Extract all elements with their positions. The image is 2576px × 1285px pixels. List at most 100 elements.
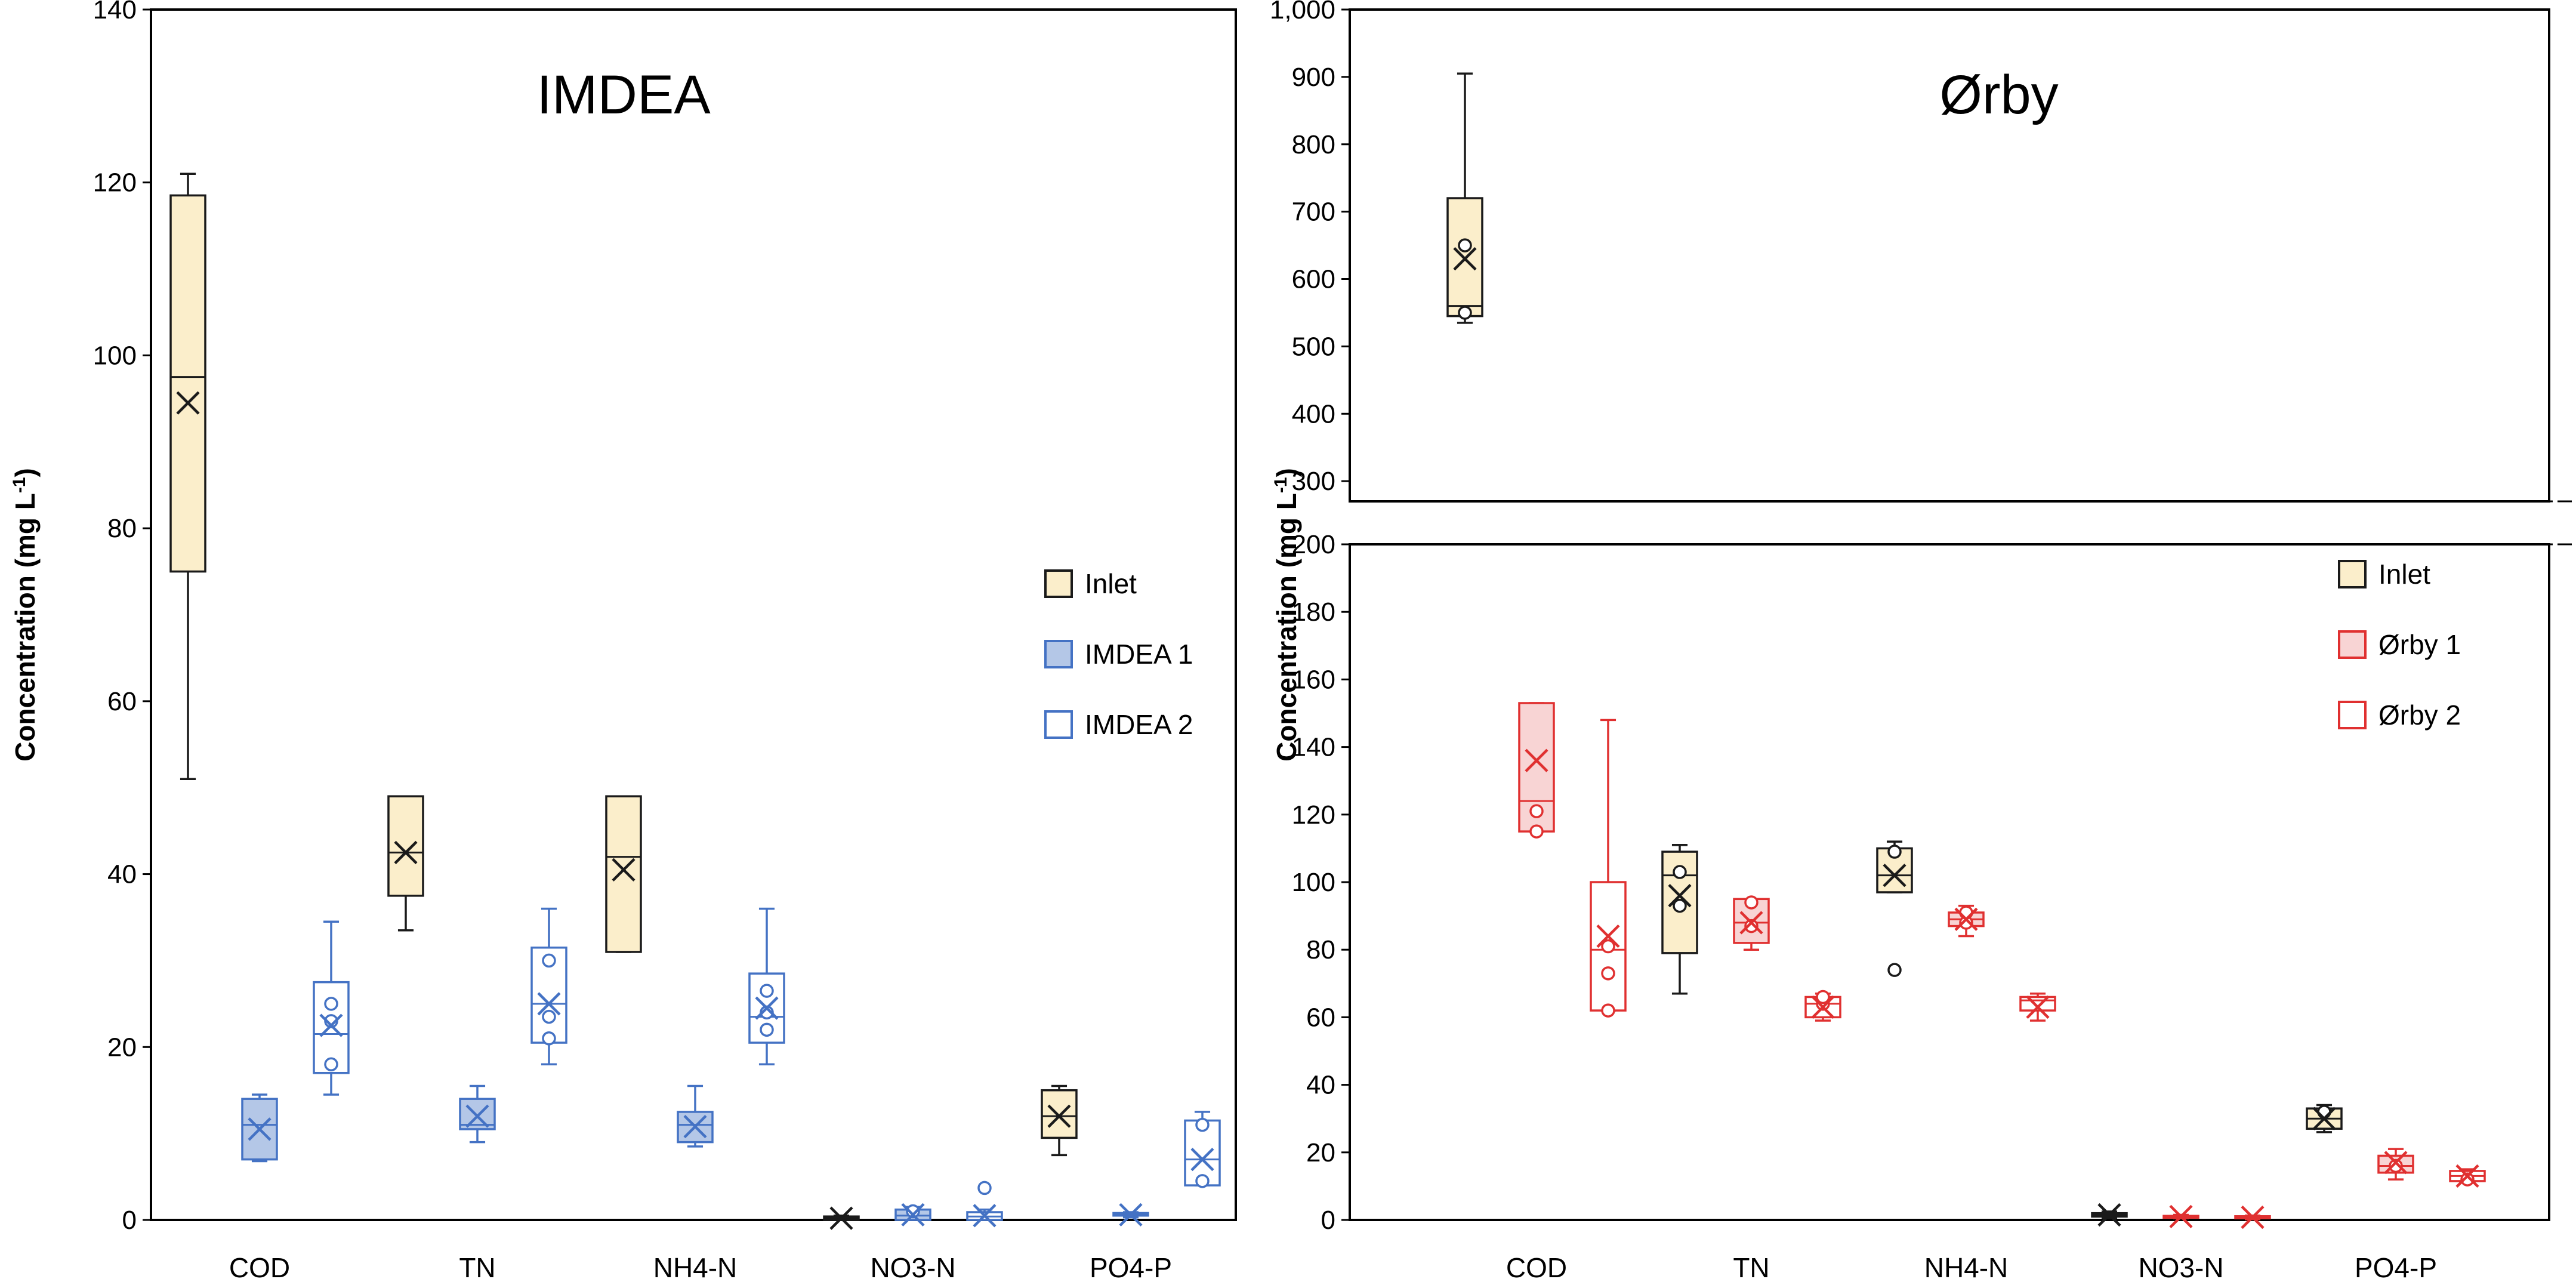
y-tick-label: 100	[1292, 868, 1335, 897]
y-tick-label: 200	[1292, 530, 1335, 559]
mean-marker	[2384, 1151, 2408, 1175]
data-point	[542, 1009, 556, 1024]
iqr-box	[1446, 197, 1483, 318]
legend-item: Inlet	[1044, 568, 1137, 599]
series--rby-1	[1518, 702, 2414, 1228]
box-tn	[1661, 843, 1698, 995]
data-point	[1195, 1117, 1210, 1132]
orby-upper-frame	[1349, 8, 2550, 503]
box-cod	[1446, 72, 1483, 324]
data-point	[1816, 990, 1830, 1004]
orby-y-ticks: 0 20 40 60 80 100 120 140 160 180 200 300 400 500 600 7…	[1270, 0, 1350, 1235]
y-tick-label: 0	[122, 1206, 137, 1235]
legend-swatch	[2338, 560, 2367, 588]
box-po4-p	[2306, 1104, 2343, 1133]
mean-marker	[2097, 1203, 2121, 1227]
data-point	[1458, 306, 1472, 320]
mean-marker	[683, 1114, 707, 1139]
legend-swatch	[1044, 710, 1073, 739]
data-point	[1673, 898, 1687, 913]
legend-item: Ørby 1	[2338, 629, 2461, 660]
y-tick-label: 1,000	[1270, 0, 1335, 24]
mean-marker	[248, 1117, 272, 1141]
series-imdea-2	[313, 907, 1221, 1228]
series-imdea-1	[241, 1084, 1149, 1227]
legend-swatch	[2338, 630, 2367, 659]
legend-swatch	[2338, 701, 2367, 729]
y-tick-label: 800	[1292, 130, 1335, 159]
data-point	[1601, 966, 1615, 981]
y-tick-label: 140	[93, 0, 137, 24]
y-tick-label: 60	[107, 687, 137, 716]
mean-marker	[1525, 748, 1548, 772]
mean-marker	[612, 858, 635, 882]
data-point	[1673, 865, 1687, 879]
box-nh4-n	[1948, 904, 1985, 938]
box-cod	[1590, 719, 1627, 1018]
data-point	[1195, 1174, 1210, 1188]
iqr-box	[1661, 850, 1698, 954]
box-tn	[530, 907, 567, 1066]
orby-boxes	[1446, 72, 2486, 1229]
legend-swatch	[1044, 640, 1073, 668]
x-category-label: NH4-N	[1924, 1252, 2009, 1283]
imdea-boxes	[169, 172, 1221, 1230]
y-tick-label: 140	[1292, 733, 1335, 762]
x-category-label: COD	[229, 1252, 290, 1283]
mean-marker	[2169, 1204, 2193, 1228]
data-point	[1744, 895, 1759, 910]
orby-break-gap	[1351, 503, 2548, 543]
legend-item: Ørby 2	[2338, 699, 2461, 731]
y-tick-label: 300	[1292, 467, 1335, 496]
mean-marker	[1119, 1203, 1143, 1227]
box-nh4-n	[748, 907, 785, 1066]
data-point	[1744, 919, 1759, 933]
imdea-y-ticks: 0 20 40 60 80 100 120 140	[93, 0, 151, 1235]
data-point	[324, 997, 338, 1011]
x-category-label: PO4-P	[2355, 1252, 2437, 1283]
mean-marker	[1668, 884, 1692, 908]
x-category-label: NO3-N	[870, 1252, 955, 1283]
x-category-label: COD	[1506, 1252, 1567, 1283]
box-nh4-n	[2019, 993, 2056, 1022]
legend-item: IMDEA 2	[1044, 709, 1193, 740]
y-tick-label: 180	[1292, 597, 1335, 627]
orby-title: Ørby	[1939, 64, 2058, 125]
mean-marker	[2026, 995, 2050, 1019]
y-tick-label: 40	[1306, 1071, 1335, 1100]
mean-marker	[1596, 924, 1620, 948]
data-point	[906, 1204, 920, 1219]
iqr-box	[1041, 1089, 1078, 1139]
box-cod	[241, 1093, 278, 1163]
legend-swatch	[1044, 569, 1073, 598]
series--rby-2	[1590, 719, 2486, 1229]
legend-label: Ørby 1	[2378, 629, 2461, 660]
data-point	[1529, 804, 1544, 818]
box-no3-n	[966, 1181, 1003, 1228]
x-category-label: PO4-P	[1090, 1252, 1172, 1283]
mean-marker	[176, 391, 200, 415]
iqr-box	[169, 194, 206, 573]
mean-marker	[973, 1204, 997, 1228]
box-po4-p	[2449, 1164, 2486, 1188]
y-tick-label: 160	[1292, 665, 1335, 694]
mean-marker	[901, 1203, 925, 1227]
y-tick-label: 60	[1306, 1003, 1335, 1032]
box-cod	[313, 920, 350, 1096]
mean-marker	[1453, 247, 1477, 271]
box-no3-n	[894, 1203, 931, 1227]
box-nh4-n	[605, 795, 642, 953]
iqr-box	[387, 795, 424, 897]
y-tick-label: 0	[1321, 1206, 1335, 1235]
y-tick-label: 80	[107, 514, 137, 543]
data-point	[1887, 963, 1902, 977]
x-category-label: TN	[459, 1252, 495, 1283]
box-no3-n	[2234, 1205, 2271, 1229]
data-point	[1601, 1003, 1615, 1018]
legend-item: IMDEA 1	[1044, 639, 1193, 670]
box-po4-p	[1112, 1203, 1149, 1227]
legend-label: IMDEA 1	[1085, 639, 1193, 670]
orby-lower-frame	[1349, 543, 2550, 1221]
y-tick-label: 120	[93, 168, 137, 198]
